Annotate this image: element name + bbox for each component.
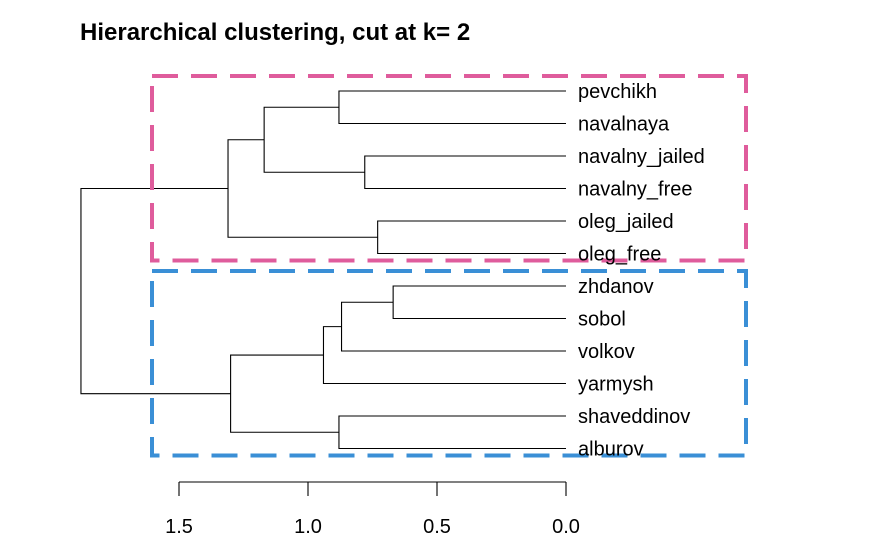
dendrogram-link-2 — [377, 220, 566, 255]
leaf-label-navalnaya: navalnaya — [578, 114, 670, 136]
leaf-label-pevchikh: pevchikh — [578, 81, 657, 103]
dendrogram-link-6 — [340, 301, 566, 352]
x-axis: 1.5 1.0 0.5 0.0 — [165, 481, 580, 538]
cluster-boxes — [150, 74, 748, 458]
dendrogram-links — [80, 90, 566, 450]
leaf-labels: pevchikh navalnaya navalny_jailed navalny_f… — [578, 81, 705, 461]
dendrogram-link-4 — [338, 415, 566, 450]
leaf-label-navalny-jailed: navalny_jailed — [578, 146, 705, 168]
leaf-label-alburov: alburov — [578, 439, 644, 461]
x-tick-label: 0.0 — [552, 516, 580, 538]
leaf-label-navalny-free: navalny_free — [578, 179, 693, 201]
cluster-box-2 — [150, 269, 748, 458]
leaf-label-sobol: sobol — [578, 309, 626, 331]
dendrogram-link-10 — [80, 187, 231, 395]
leaf-label-zhdanov: zhdanov — [578, 276, 654, 298]
dendrogram-link-0 — [338, 90, 566, 125]
x-tick-label: 1.5 — [165, 516, 193, 538]
leaf-label-oleg-free: oleg_free — [578, 244, 661, 266]
leaf-label-shaveddinov: shaveddinov — [578, 406, 690, 428]
x-tick-label: 1.0 — [294, 516, 322, 538]
leaf-label-oleg-jailed: oleg_jailed — [578, 211, 674, 233]
leaf-label-yarmysh: yarmysh — [578, 374, 654, 396]
dendrogram-link-8 — [227, 139, 378, 238]
dendrogram-link-3 — [392, 285, 566, 320]
chart-title: Hierarchical clustering, cut at k= 2 — [80, 19, 470, 46]
x-tick-label: 0.5 — [423, 516, 451, 538]
dendrogram-link-9 — [230, 354, 339, 433]
dendrogram-link-7 — [322, 326, 566, 385]
cluster-box-1 — [150, 74, 748, 263]
dendrogram-link-5 — [263, 106, 365, 173]
dendrogram-link-1 — [364, 155, 566, 190]
leaf-label-volkov: volkov — [578, 341, 635, 363]
